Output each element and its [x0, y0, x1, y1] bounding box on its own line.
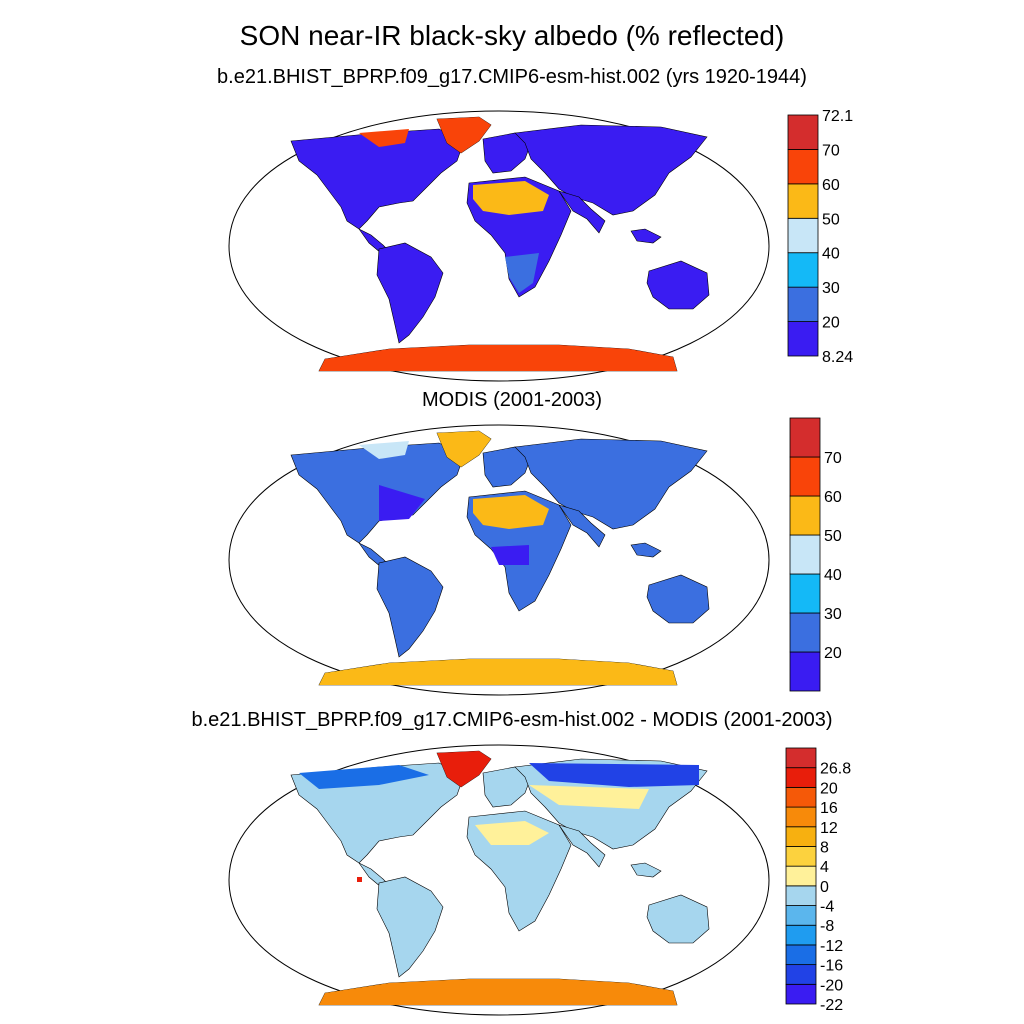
pacific-red-pixel — [357, 877, 362, 882]
colorbar-label: 8 — [820, 839, 829, 856]
colorbar-label: -22 — [820, 997, 843, 1014]
arctic-canada-region — [299, 765, 429, 789]
siberia-region — [529, 763, 699, 787]
map-panel-3 — [228, 744, 770, 1016]
greenland-region — [437, 117, 491, 153]
colorbar-swatch — [785, 786, 817, 808]
colorbar-swatch — [787, 321, 819, 357]
sahara-region — [475, 821, 549, 845]
colorbar-label: -20 — [820, 977, 843, 994]
colorbar-swatch — [789, 417, 821, 458]
colorbar-label: 20 — [822, 315, 840, 332]
colorbar-label: 20 — [820, 780, 838, 797]
colorbar-panel-1: 8.24 20 30 40 50 60 70 72.1 — [787, 108, 853, 366]
colorbar-swatch — [787, 114, 819, 150]
colorbar-panel-3: -22 -20 -16 -12 -8 -4 0 4 8 12 16 20 26.8 — [785, 747, 851, 1014]
colorbar-label: 70 — [822, 142, 840, 159]
colorbar-label: 70 — [824, 450, 842, 467]
colorbar-label: 72.1 — [822, 108, 853, 125]
colorbar-swatch — [785, 944, 817, 966]
colorbar-swatch — [785, 767, 817, 788]
colorbar-panel-2: 20 30 40 50 60 70 — [789, 417, 842, 692]
colorbar-label: 50 — [822, 211, 840, 228]
highlight-regions — [299, 751, 699, 1005]
colorbar-swatch — [785, 983, 817, 1005]
colorbar-label: -8 — [820, 918, 834, 935]
greenland-region — [437, 431, 491, 467]
map-panel-1 — [228, 110, 770, 382]
greenland-region — [437, 751, 491, 787]
panel-2-title: MODIS (2001-2003) — [421, 389, 603, 411]
colorbar-swatch — [787, 149, 819, 185]
figure-title: SON near-IR black-sky albedo (% reflecte… — [239, 20, 785, 51]
east-north-america-region — [379, 485, 425, 521]
sahara-region — [473, 181, 549, 215]
colorbar-swatch — [789, 573, 821, 614]
highlight-regions — [319, 431, 677, 685]
colorbar-swatch — [785, 865, 817, 887]
colorbar-label: 16 — [820, 800, 838, 817]
colorbar-swatch — [785, 905, 817, 926]
eurasia-mid-region — [529, 785, 649, 809]
highlight-regions — [319, 117, 677, 371]
colorbar-swatch — [789, 612, 821, 653]
antarctica-region — [319, 659, 677, 685]
antarctica-region — [319, 345, 677, 371]
colorbar-label: 30 — [824, 606, 842, 623]
colorbar-swatch — [787, 252, 819, 288]
colorbar-swatch — [789, 495, 821, 536]
central-africa-region — [491, 545, 529, 565]
colorbar-swatch — [785, 885, 817, 906]
colorbar-swatch — [789, 534, 821, 575]
colorbar-label: 20 — [824, 645, 842, 662]
colorbar-swatch — [785, 806, 817, 828]
colorbar-label: 30 — [822, 280, 840, 297]
arctic-canada-region — [359, 441, 409, 459]
colorbar-label: 60 — [822, 177, 840, 194]
colorbar-label: 60 — [824, 489, 842, 506]
colorbar-label: 4 — [820, 859, 829, 876]
colorbar-swatch — [785, 964, 817, 985]
colorbar-label: -4 — [820, 899, 834, 916]
colorbar-swatch — [787, 183, 819, 219]
arctic-canada-region — [359, 129, 409, 147]
colorbar-label: 40 — [822, 246, 840, 263]
colorbar-swatch — [785, 846, 817, 867]
sahara-region — [473, 495, 549, 529]
colorbar-label: 40 — [824, 567, 842, 584]
colorbar-swatch — [787, 286, 819, 322]
colorbar-swatch — [789, 456, 821, 497]
colorbar-label: 26.8 — [820, 761, 851, 778]
colorbar-label: 0 — [820, 879, 829, 896]
colorbar-label: -16 — [820, 958, 843, 975]
panel-3-title: b.e21.BHIST_BPRP.f09_g17.CMIP6-esm-hist.… — [191, 709, 833, 731]
colorbar-swatch — [789, 651, 821, 692]
colorbar-label: 12 — [820, 820, 838, 837]
colorbar-label: -12 — [820, 938, 843, 955]
colorbar-swatch — [785, 826, 817, 847]
map-panel-2 — [228, 424, 770, 696]
colorbar-swatch — [785, 924, 817, 946]
colorbar-swatch — [787, 217, 819, 254]
colorbar-label: 50 — [824, 528, 842, 545]
panel-1-title: b.e21.BHIST_BPRP.f09_g17.CMIP6-esm-hist.… — [217, 66, 807, 88]
colorbar-swatch — [785, 747, 817, 769]
southern-africa-region — [505, 253, 539, 293]
colorbar-label: 8.24 — [822, 349, 853, 366]
antarctica-region — [319, 979, 677, 1005]
